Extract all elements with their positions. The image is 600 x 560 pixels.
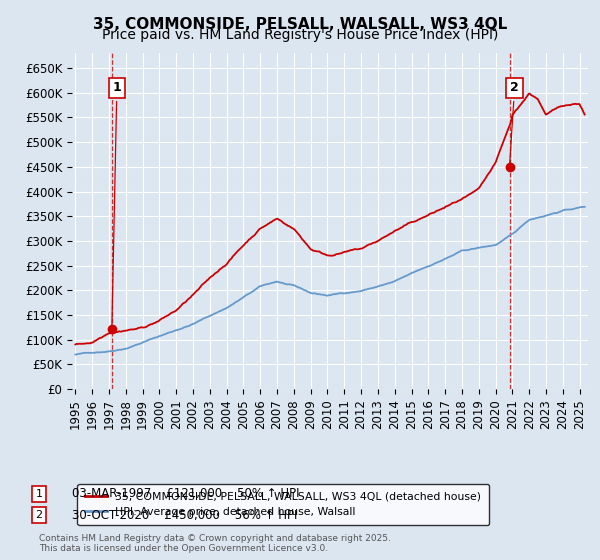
Text: 03-MAR-1997    £121,000    50% ↑ HPI: 03-MAR-1997 £121,000 50% ↑ HPI (72, 487, 299, 501)
Text: 30-OCT-2020    £450,000    56% ↑ HPI: 30-OCT-2020 £450,000 56% ↑ HPI (72, 508, 298, 522)
Text: 35, COMMONSIDE, PELSALL, WALSALL, WS3 4QL: 35, COMMONSIDE, PELSALL, WALSALL, WS3 4Q… (93, 17, 507, 32)
Text: Price paid vs. HM Land Registry's House Price Index (HPI): Price paid vs. HM Land Registry's House … (102, 28, 498, 42)
Text: 1: 1 (112, 81, 121, 326)
Text: 2: 2 (35, 510, 43, 520)
Text: 2: 2 (509, 81, 519, 164)
Text: Contains HM Land Registry data © Crown copyright and database right 2025.
This d: Contains HM Land Registry data © Crown c… (39, 534, 391, 553)
Legend: 35, COMMONSIDE, PELSALL, WALSALL, WS3 4QL (detached house), HPI: Average price, : 35, COMMONSIDE, PELSALL, WALSALL, WS3 4Q… (77, 484, 489, 525)
Text: 1: 1 (35, 489, 43, 499)
